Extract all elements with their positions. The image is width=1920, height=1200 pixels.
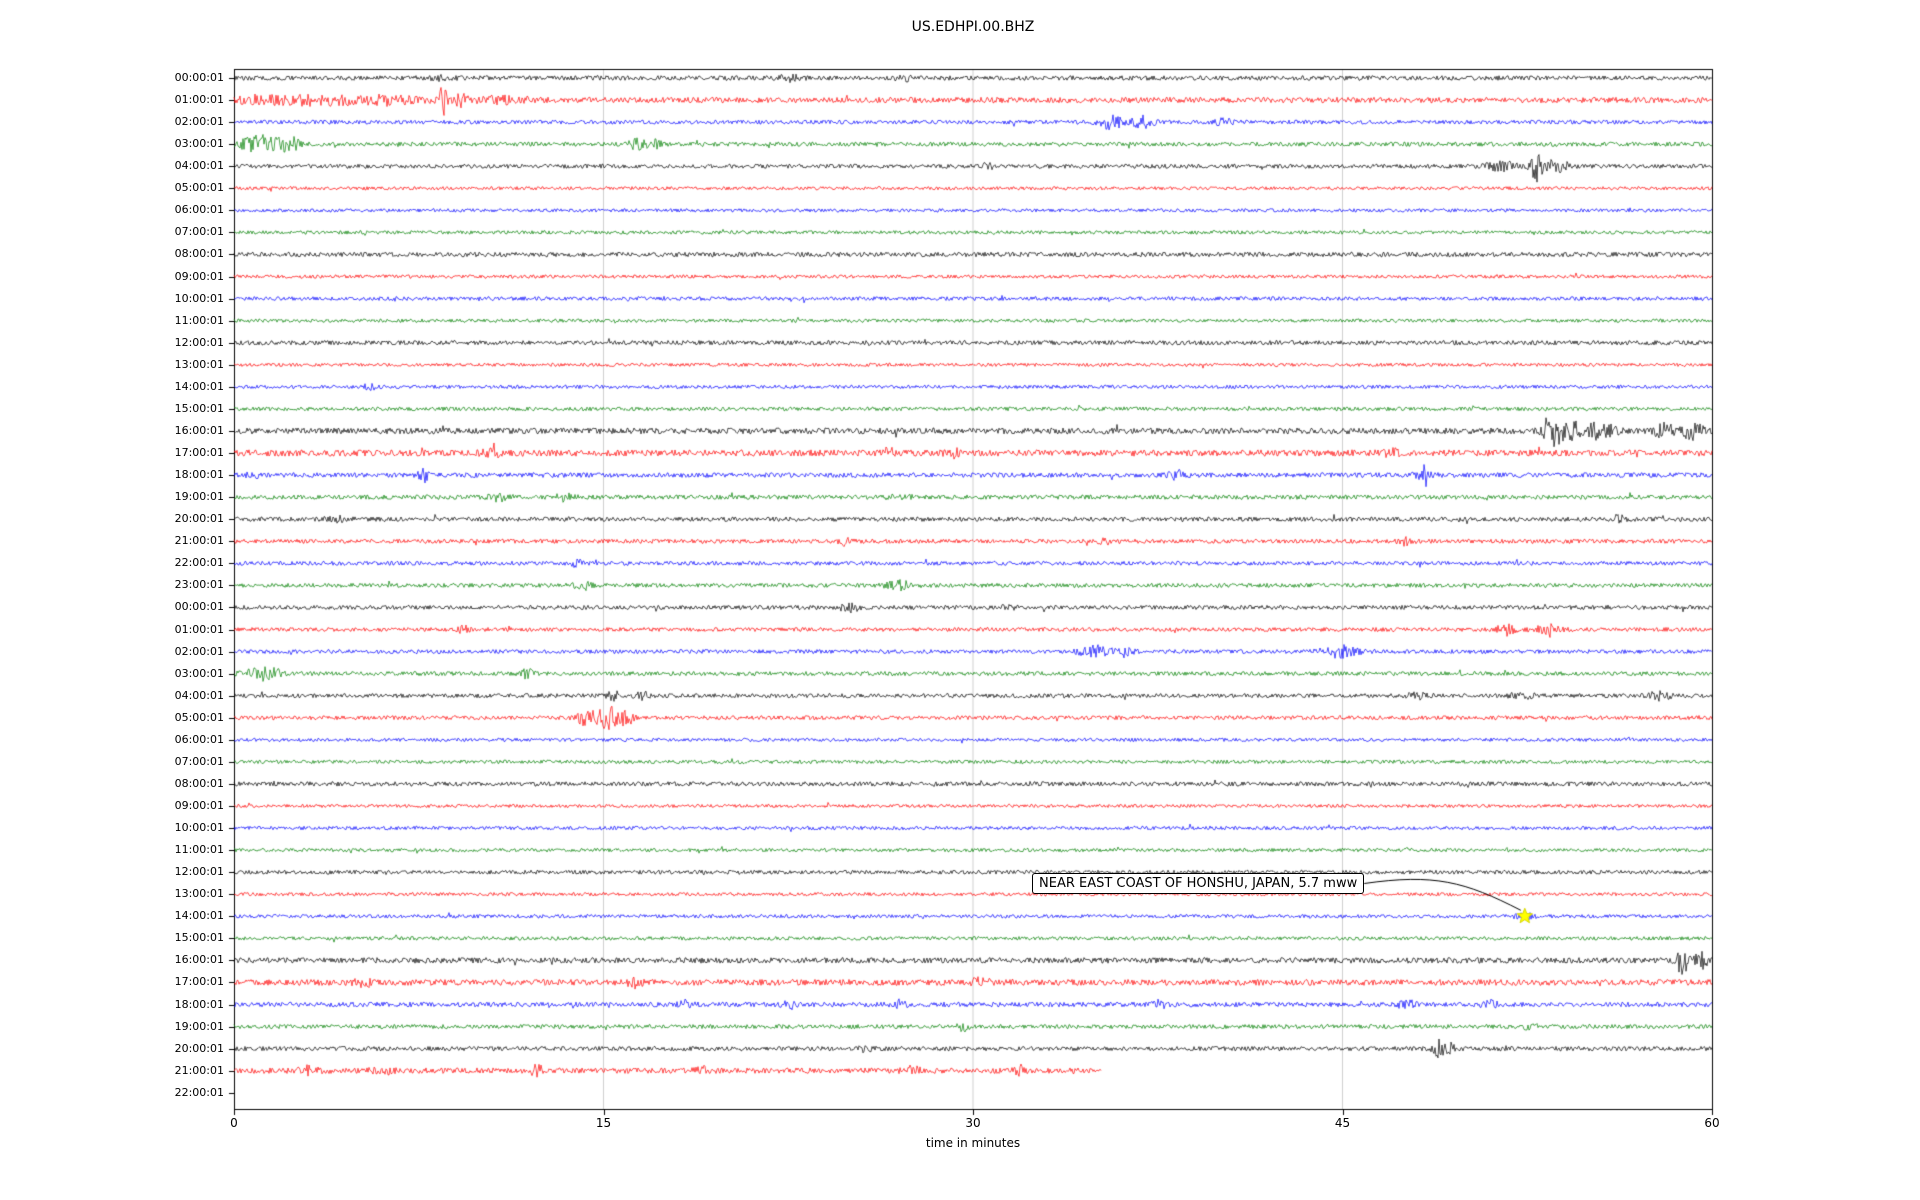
row-time-label: 22:00:01 (174, 1085, 224, 1099)
row-time-label: 20:00:01 (174, 512, 224, 526)
row-time-label: 01:00:01 (174, 622, 224, 636)
row-time-label: 17:00:01 (174, 446, 224, 460)
row-time-label: 03:00:01 (174, 137, 224, 151)
row-time-label: 09:00:01 (174, 269, 224, 283)
row-time-label: 11:00:01 (174, 313, 224, 327)
row-time-label: 14:00:01 (174, 379, 224, 393)
row-time-label: 16:00:01 (174, 953, 224, 967)
row-time-label: 22:00:01 (174, 556, 224, 570)
row-time-label: 19:00:01 (174, 490, 224, 504)
row-time-label: 02:00:01 (174, 115, 224, 129)
row-time-label: 09:00:01 (174, 798, 224, 812)
row-time-label: 05:00:01 (174, 710, 224, 724)
row-time-label: 08:00:01 (174, 247, 224, 261)
x-tick-label: 60 (1704, 1116, 1720, 1130)
x-tick-label: 45 (1334, 1116, 1351, 1130)
row-time-label: 21:00:01 (174, 1063, 224, 1077)
row-time-label: 12:00:01 (174, 865, 224, 879)
row-time-label: 00:00:01 (174, 600, 224, 614)
row-time-label: 07:00:01 (174, 225, 224, 239)
row-time-label: 00:00:01 (174, 71, 224, 84)
page-title: US.EDHPI.00.BHZ (911, 19, 1035, 35)
x-tick-label: 0 (230, 1116, 238, 1130)
row-time-label: 06:00:01 (174, 732, 224, 746)
row-time-label: 05:00:01 (174, 181, 224, 195)
row-time-label: 03:00:01 (174, 666, 224, 680)
row-time-label: 15:00:01 (174, 401, 224, 415)
row-time-label: 13:00:01 (174, 357, 224, 371)
row-time-label: 23:00:01 (174, 578, 224, 592)
row-time-label: 04:00:01 (174, 159, 224, 173)
row-time-label: 20:00:01 (174, 1041, 224, 1055)
row-time-label: 14:00:01 (174, 909, 224, 923)
row-time-label: 21:00:01 (174, 534, 224, 548)
row-time-label: 01:00:01 (174, 93, 224, 107)
row-time-label: 11:00:01 (174, 843, 224, 857)
row-time-label: 19:00:01 (174, 1019, 224, 1033)
row-time-label: 10:00:01 (174, 291, 224, 305)
x-axis-label: time in minutes (925, 1136, 1021, 1150)
row-time-label: 12:00:01 (174, 335, 224, 349)
x-tick-label: 15 (595, 1116, 612, 1130)
row-time-label: 02:00:01 (174, 644, 224, 658)
event-annotation: NEAR EAST COAST OF HONSHU, JAPAN, 5.7 mw… (1032, 873, 1365, 894)
row-time-label: 06:00:01 (174, 203, 224, 217)
row-time-label: 18:00:01 (174, 997, 224, 1011)
x-tick-label: 30 (965, 1116, 981, 1130)
row-time-label: 10:00:01 (174, 821, 224, 835)
row-time-label: 07:00:01 (174, 754, 224, 768)
row-time-label: 17:00:01 (174, 975, 224, 989)
row-time-label: 15:00:01 (174, 931, 224, 945)
row-time-label: 13:00:01 (174, 887, 224, 901)
row-time-label: 08:00:01 (174, 776, 224, 790)
row-time-label: 18:00:01 (174, 468, 224, 482)
row-time-label: 04:00:01 (174, 688, 224, 702)
row-time-label: 16:00:01 (174, 423, 224, 437)
